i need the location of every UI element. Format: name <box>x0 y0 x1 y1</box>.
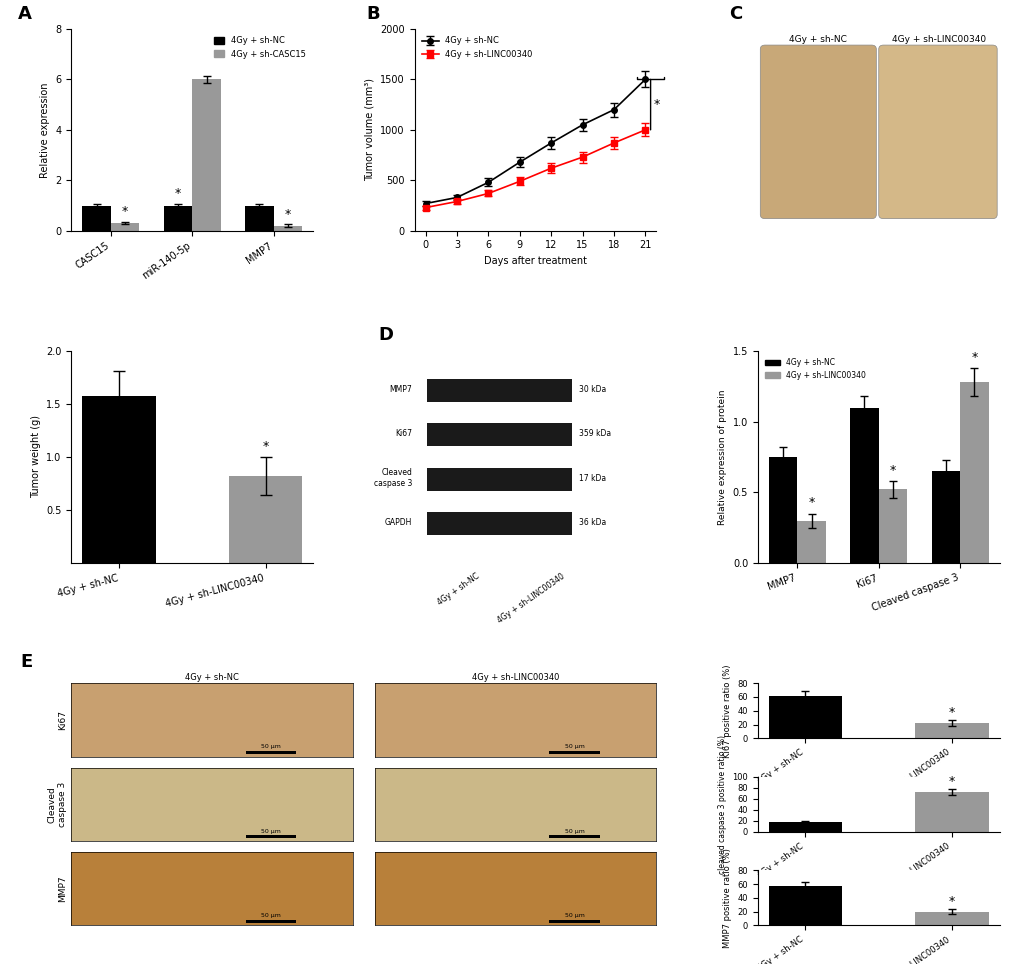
Bar <box>83 205 111 230</box>
Text: C: C <box>729 5 742 23</box>
Text: *: * <box>653 98 659 111</box>
Text: 36 kDa: 36 kDa <box>579 519 605 527</box>
Title: 4Gy + sh-LINC00340: 4Gy + sh-LINC00340 <box>472 674 558 683</box>
Bar <box>228 476 302 563</box>
Text: 50 μm: 50 μm <box>261 829 281 834</box>
Text: *: * <box>948 775 954 788</box>
Text: *: * <box>808 496 814 509</box>
Bar <box>768 822 842 832</box>
Text: 50 μm: 50 μm <box>565 829 584 834</box>
Text: 50 μm: 50 μm <box>565 913 584 918</box>
X-axis label: Days after treatment: Days after treatment <box>484 256 586 266</box>
Bar <box>273 226 302 230</box>
Text: *: * <box>284 207 290 221</box>
Y-axis label: Ki67 positive ratio (%): Ki67 positive ratio (%) <box>722 664 732 758</box>
Bar <box>245 205 273 230</box>
Bar <box>914 792 987 832</box>
FancyBboxPatch shape <box>878 45 997 219</box>
Text: Cleaved
caspase 3: Cleaved caspase 3 <box>374 469 412 488</box>
Text: B: B <box>366 5 379 23</box>
Text: E: E <box>20 653 33 671</box>
Text: D: D <box>378 327 393 344</box>
Bar <box>850 408 878 563</box>
Legend: 4Gy + sh-NC, 4Gy + sh-LINC00340: 4Gy + sh-NC, 4Gy + sh-LINC00340 <box>419 33 536 62</box>
Bar <box>192 79 220 230</box>
Bar <box>959 382 987 563</box>
Text: *: * <box>948 706 954 719</box>
Text: *: * <box>970 351 976 363</box>
Bar <box>878 490 906 563</box>
Y-axis label: Cleaved
caspase 3: Cleaved caspase 3 <box>48 782 67 827</box>
Text: 4Gy + sh-NC: 4Gy + sh-NC <box>789 35 847 44</box>
Bar <box>549 835 599 838</box>
Bar <box>768 696 842 738</box>
Text: *: * <box>889 464 896 477</box>
Bar <box>768 457 797 563</box>
Text: Ki67: Ki67 <box>394 429 412 439</box>
Bar <box>426 423 572 446</box>
Text: 50 μm: 50 μm <box>565 744 584 749</box>
Text: 4Gy + sh-LINC00340: 4Gy + sh-LINC00340 <box>495 572 566 625</box>
Y-axis label: MMP7: MMP7 <box>58 875 67 902</box>
Legend: 4Gy + sh-NC, 4Gy + sh-CASC15: 4Gy + sh-NC, 4Gy + sh-CASC15 <box>211 33 309 62</box>
Bar <box>246 920 297 923</box>
Text: MMP7: MMP7 <box>389 385 412 393</box>
Text: 30 kDa: 30 kDa <box>579 385 605 393</box>
Text: *: * <box>262 440 268 453</box>
Bar <box>83 395 156 563</box>
Bar <box>914 723 987 738</box>
Text: *: * <box>174 187 181 200</box>
Y-axis label: MMP7 positive ratio (%): MMP7 positive ratio (%) <box>722 848 732 948</box>
Text: 4Gy + sh-LINC00340: 4Gy + sh-LINC00340 <box>892 35 985 44</box>
Legend: 4Gy + sh-NC, 4Gy + sh-LINC00340: 4Gy + sh-NC, 4Gy + sh-LINC00340 <box>761 355 868 383</box>
Bar <box>246 835 297 838</box>
Bar <box>549 751 599 754</box>
Y-axis label: cleaved caspase 3 positive ratio (%): cleaved caspase 3 positive ratio (%) <box>717 735 727 873</box>
Text: *: * <box>122 205 128 218</box>
Text: GAPDH: GAPDH <box>384 519 412 527</box>
Bar <box>914 912 987 925</box>
Bar <box>549 920 599 923</box>
Bar <box>426 468 572 491</box>
Text: 17 kDa: 17 kDa <box>579 473 605 483</box>
Title: 4Gy + sh-NC: 4Gy + sh-NC <box>184 674 238 683</box>
Text: A: A <box>18 5 32 23</box>
Bar <box>768 886 842 925</box>
Bar <box>930 471 959 563</box>
Y-axis label: Ki67: Ki67 <box>58 710 67 730</box>
Text: 4Gy + sh-NC: 4Gy + sh-NC <box>435 572 480 607</box>
Text: 50 μm: 50 μm <box>261 744 281 749</box>
Bar <box>426 379 572 402</box>
Y-axis label: Relative expression of protein: Relative expression of protein <box>717 389 727 524</box>
Text: 50 μm: 50 μm <box>261 913 281 918</box>
Text: *: * <box>948 895 954 907</box>
Y-axis label: Tumor volume (mm³): Tumor volume (mm³) <box>365 78 374 181</box>
Bar <box>426 512 572 535</box>
Y-axis label: Relative expression: Relative expression <box>40 82 50 177</box>
Y-axis label: Tumor weight (g): Tumor weight (g) <box>31 415 41 498</box>
Bar <box>164 205 192 230</box>
Bar <box>246 751 297 754</box>
Bar <box>797 521 825 563</box>
FancyBboxPatch shape <box>759 45 875 219</box>
Bar <box>111 224 140 230</box>
Text: 359 kDa: 359 kDa <box>579 429 610 439</box>
